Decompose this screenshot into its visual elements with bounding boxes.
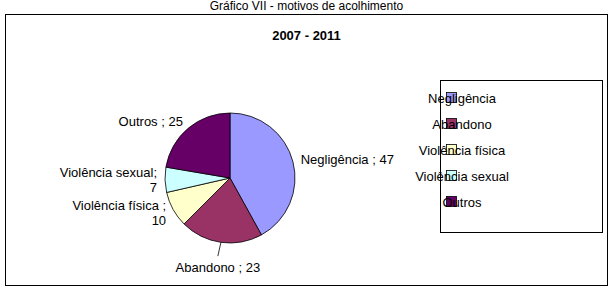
svg-text:Gráfico VII - motivos de acolh: Gráfico VII - motivos de acolhimento [210, 0, 404, 13]
svg-text:Abandono ; 23: Abandono ; 23 [176, 260, 261, 275]
svg-text:Outros ; 25: Outros ; 25 [119, 114, 183, 129]
svg-text:Outros: Outros [442, 195, 482, 210]
svg-text:Negligência ; 47: Negligência ; 47 [301, 152, 394, 167]
svg-text:Violência física: Violência física [419, 143, 506, 158]
svg-text:Violência física ;10: Violência física ;10 [72, 198, 166, 228]
svg-text:Violência sexual;7: Violência sexual;7 [60, 165, 157, 195]
svg-text:Abandono: Abandono [432, 117, 491, 132]
svg-text:Violência sexual: Violência sexual [415, 169, 509, 184]
svg-text:2007 - 2011: 2007 - 2011 [272, 28, 341, 43]
svg-text:Negligência: Negligência [428, 91, 497, 106]
